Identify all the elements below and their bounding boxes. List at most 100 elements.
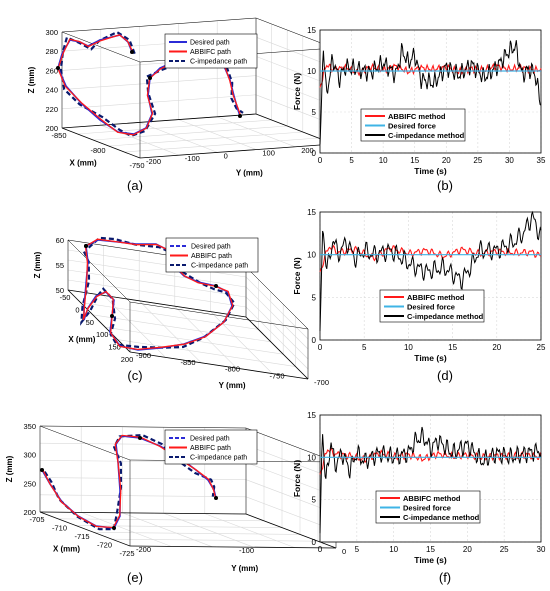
panel-label: (c) xyxy=(127,368,142,383)
grid-line xyxy=(39,494,247,498)
y-tick-label: 10 xyxy=(307,251,316,260)
x-tick-label: 150 xyxy=(108,343,121,352)
x-axis-label: X (mm) xyxy=(68,335,95,344)
axis-line xyxy=(139,143,335,159)
legend-entry: Desired path xyxy=(191,244,231,251)
x-tick-label: 100 xyxy=(96,330,109,339)
x-tick-label: 0 xyxy=(318,343,323,352)
y-tick-label: -750 xyxy=(270,371,285,380)
path-marker xyxy=(130,50,134,54)
x-tick-label: 25 xyxy=(473,156,482,165)
path-marker xyxy=(110,314,114,318)
abbifc-force-line xyxy=(319,244,542,272)
z-tick-label: 280 xyxy=(45,47,58,56)
x-tick-label: -715 xyxy=(74,532,89,541)
panel-label: (a) xyxy=(127,178,143,193)
x-tick-label: 5 xyxy=(349,156,354,165)
path-marker xyxy=(238,114,242,118)
path-marker xyxy=(112,526,116,530)
legend-entry: ABBIFC path xyxy=(190,445,231,452)
y-tick-label: 10 xyxy=(307,453,316,462)
y-tick-label: 0 xyxy=(224,151,228,160)
path-marker xyxy=(84,244,88,248)
legend-entry: C-impedance method xyxy=(407,312,484,321)
z-tick-label: 240 xyxy=(45,86,58,95)
z-tick-label: 260 xyxy=(45,66,58,75)
x-tick-label: 50 xyxy=(86,318,94,327)
y-tick-label: 0 xyxy=(342,547,346,556)
grid-line xyxy=(67,249,247,278)
y-tick-label: 15 xyxy=(307,208,316,217)
x-axis-label: Time (s) xyxy=(414,555,447,565)
axis-line xyxy=(245,316,309,380)
box-edge xyxy=(245,266,309,330)
y-tick-label: 5 xyxy=(312,293,317,302)
y-tick-label: 0 xyxy=(312,538,317,547)
grid-line xyxy=(117,339,296,367)
legend-entry: ABBIFC path xyxy=(191,253,232,260)
grid-line xyxy=(67,279,247,308)
x-tick-label: 15 xyxy=(410,156,419,165)
panel-label: (d) xyxy=(437,368,453,383)
grid-line xyxy=(245,306,309,370)
grid-line xyxy=(75,525,283,528)
grid-line xyxy=(61,94,257,110)
c-impedance-force-line xyxy=(319,426,542,534)
path-marker xyxy=(40,468,44,472)
x-tick-label: 30 xyxy=(505,156,514,165)
axis-line xyxy=(61,127,141,159)
z-tick-label: 300 xyxy=(45,28,58,37)
panel-d: 0 5 10 15 20 25 15 10 5 0 Time (s) Force (N) ABBIFC … xyxy=(292,208,546,383)
grid-line xyxy=(139,122,218,153)
axis-line xyxy=(39,511,247,515)
x-tick-label: 0 xyxy=(318,545,323,554)
grid-line xyxy=(163,512,254,548)
x-tick-label: 15 xyxy=(448,343,457,352)
z-axis-label: Z (mm) xyxy=(5,455,14,482)
x-axis-label: Time (s) xyxy=(414,166,447,176)
y-tick-label: 5 xyxy=(312,108,317,117)
y-tick-label: 10 xyxy=(307,67,316,76)
grid-line xyxy=(122,512,213,548)
box-edge xyxy=(61,17,257,33)
x-tick-label: 10 xyxy=(379,156,388,165)
abbifc-path xyxy=(82,238,234,351)
y-axis-label: Force (N) xyxy=(292,257,302,294)
x-tick-label: 5 xyxy=(355,545,360,554)
legend: Desired path ABBIFC path C-impedance path xyxy=(165,237,259,273)
y-tick-label: -100 xyxy=(239,546,254,555)
z-tick-label: 200 xyxy=(23,508,36,517)
grid-line xyxy=(93,532,301,535)
grid-line xyxy=(178,119,257,150)
grid-line xyxy=(111,538,319,542)
axis-line xyxy=(39,511,131,547)
legend-entry: C-impedance method xyxy=(388,131,465,140)
grid-line xyxy=(124,137,319,153)
legend-entry: Desired force xyxy=(403,504,451,513)
y-tick-label: 15 xyxy=(307,411,316,420)
axis-line xyxy=(129,545,337,549)
grid-line xyxy=(210,311,273,374)
legend-entry: C-impedance method xyxy=(403,513,480,522)
x-tick-label: -50 xyxy=(60,293,71,302)
legend-entry: ABBIFC path xyxy=(190,49,231,56)
grid-line xyxy=(77,119,272,135)
legend-entry: Desired path xyxy=(190,40,230,47)
grid-line xyxy=(93,125,288,141)
y-tick-label: 100 xyxy=(262,149,275,158)
x-tick-label: -800 xyxy=(90,146,105,155)
x-tick-label: 35 xyxy=(537,156,546,165)
x-tick-label: 20 xyxy=(492,343,501,352)
grid-line xyxy=(92,314,271,343)
x-tick-label: 10 xyxy=(404,343,413,352)
legend-entry: Desired path xyxy=(190,436,230,443)
box-edge xyxy=(61,31,141,63)
grid-line xyxy=(80,302,259,330)
grid-line xyxy=(108,131,303,147)
axis-line xyxy=(61,113,257,129)
